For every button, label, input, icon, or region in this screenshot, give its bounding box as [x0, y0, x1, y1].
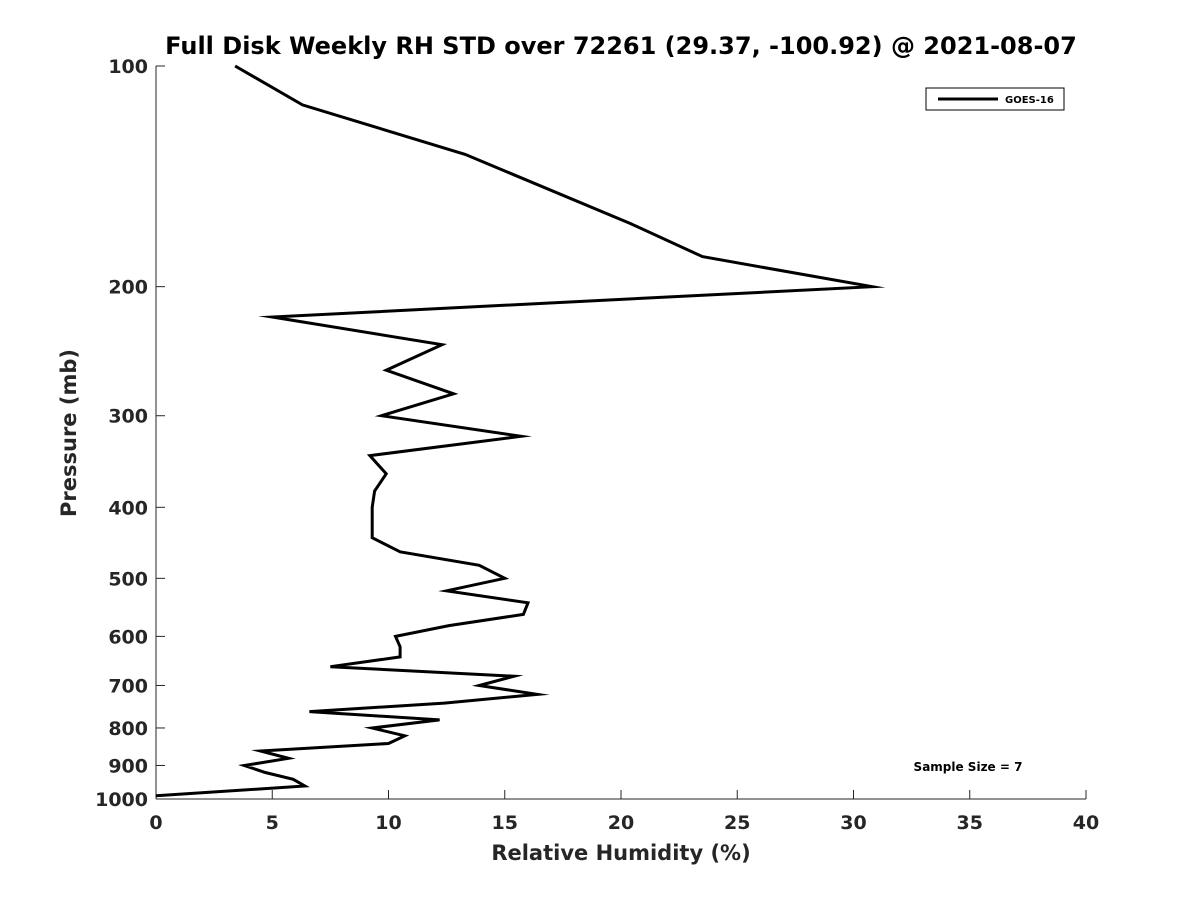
chart-title: Full Disk Weekly RH STD over 72261 (29.3… — [165, 32, 1077, 60]
x-tick-label-20: 20 — [608, 812, 634, 834]
x-tick-label-30: 30 — [840, 812, 866, 834]
plot-area: 0 5 10 15 20 25 30 35 40 100 200 300 400 500 600 700 800… — [95, 56, 1099, 834]
x-tick-label-15: 15 — [492, 812, 518, 834]
y-tick-label-200: 200 — [108, 277, 148, 299]
x-tick-label-40: 40 — [1073, 812, 1099, 834]
y-tick-label-600: 600 — [108, 626, 148, 648]
legend: GOES-16 — [925, 87, 1065, 111]
y-axis-label: Pressure (mb) — [57, 349, 81, 517]
y-tick-label-700: 700 — [108, 675, 148, 697]
series-line-goes-16 — [155, 64, 886, 798]
x-tick-label-25: 25 — [724, 812, 750, 834]
x-tick-label-0: 0 — [149, 812, 162, 834]
y-tick-label-300: 300 — [108, 406, 148, 428]
legend-label-goes-16: GOES-16 — [1005, 95, 1054, 106]
y-tick-label-800: 800 — [108, 718, 148, 740]
y-tick-label-500: 500 — [108, 568, 148, 590]
y-tick-label-1000: 1000 — [95, 789, 148, 811]
y-tick-label-100: 100 — [108, 56, 148, 78]
sample-size-annotation: Sample Size = 7 — [914, 760, 1023, 774]
x-tick-label-35: 35 — [957, 812, 983, 834]
y-tick-label-900: 900 — [108, 755, 148, 777]
x-tick-label-5: 5 — [266, 812, 279, 834]
y-tick-label-400: 400 — [108, 497, 148, 519]
x-tick-label-10: 10 — [375, 812, 401, 834]
x-axis-label: Relative Humidity (%) — [491, 841, 750, 865]
